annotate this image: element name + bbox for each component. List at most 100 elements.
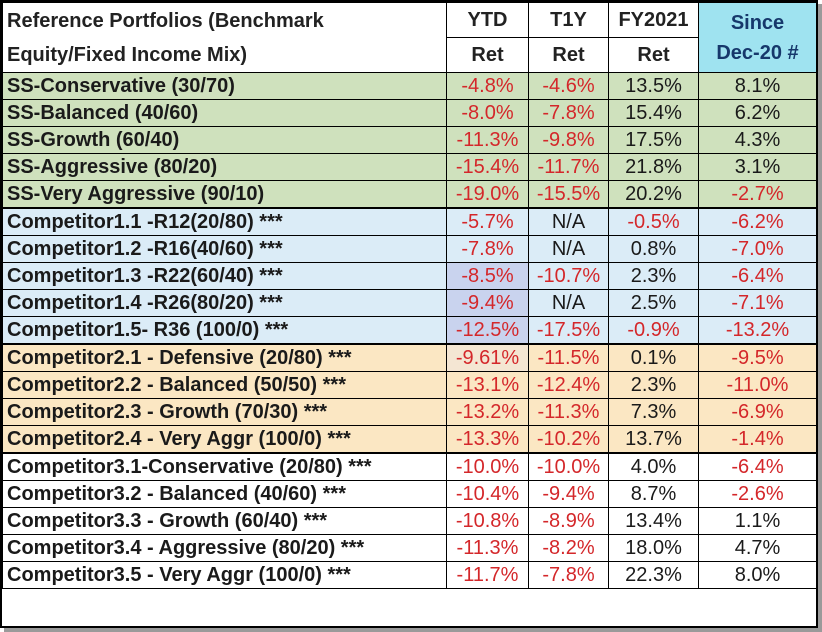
- fy2021-return-cell: 4.0%: [608, 452, 699, 481]
- since-dec20-return-cell: -2.7%: [698, 180, 816, 209]
- portfolio-name-cell: Competitor1.4 -R26(80/20) ***: [2, 289, 447, 317]
- portfolio-name-cell: SS-Aggressive (80/20): [2, 153, 447, 181]
- table-row: Competitor1.1 -R12(20/80) *** -5.7% N/A -0.…: [2, 207, 816, 236]
- t1y-return-cell: -9.8%: [528, 126, 609, 154]
- t1y-return-cell: -7.8%: [528, 99, 609, 127]
- fy2021-return-cell: 2.3%: [608, 262, 699, 290]
- column-subheader-ytd: Ret: [446, 37, 529, 73]
- ytd-return-cell: -11.7%: [446, 561, 529, 589]
- table-row: Competitor1.4 -R26(80/20) *** -9.4% N/A 2.5…: [2, 289, 816, 317]
- since-dec20-return-cell: -6.4%: [698, 452, 816, 481]
- portfolio-name-cell: Competitor3.2 - Balanced (40/60) ***: [2, 480, 447, 508]
- t1y-return-cell: N/A: [528, 289, 609, 317]
- ytd-return-cell: -13.2%: [446, 398, 529, 426]
- fy2021-return-cell: 0.1%: [608, 343, 699, 372]
- portfolio-name-cell: Competitor2.2 - Balanced (50/50) ***: [2, 371, 447, 399]
- ytd-return-cell: -9.61%: [446, 343, 529, 372]
- ytd-return-cell: -5.7%: [446, 207, 529, 236]
- ytd-return-cell: -13.1%: [446, 371, 529, 399]
- fy2021-return-cell: -0.9%: [608, 316, 699, 345]
- ytd-return-cell: -10.8%: [446, 507, 529, 535]
- ytd-return-cell: -13.3%: [446, 425, 529, 454]
- t1y-return-cell: N/A: [528, 235, 609, 263]
- portfolio-name-cell: Competitor3.5 - Very Aggr (100/0) ***: [2, 561, 447, 589]
- since-dec20-return-cell: -6.4%: [698, 262, 816, 290]
- since-dec20-return-cell: -13.2%: [698, 316, 816, 345]
- table-body: SS-Conservative (30/70) -4.8% -4.6% 13.5% 8.…: [2, 72, 816, 589]
- column-header-t1y: T1Y: [528, 2, 609, 38]
- portfolio-name-cell: Competitor2.1 - Defensive (20/80) ***: [2, 343, 447, 372]
- t1y-return-cell: -11.5%: [528, 343, 609, 372]
- table-row: Competitor2.1 - Defensive (20/80) *** -9.…: [2, 343, 816, 372]
- fy2021-return-cell: 20.2%: [608, 180, 699, 209]
- since-dec20-return-cell: 8.0%: [698, 561, 816, 589]
- fy2021-return-cell: 2.3%: [608, 371, 699, 399]
- portfolio-name-cell: SS-Very Aggressive (90/10): [2, 180, 447, 209]
- table-header: Reference Portfolios (Benchmark Equity/F…: [2, 2, 816, 73]
- since-dec20-return-cell: -6.9%: [698, 398, 816, 426]
- fy2021-return-cell: 13.4%: [608, 507, 699, 535]
- ytd-return-cell: -9.4%: [446, 289, 529, 317]
- table-title: Reference Portfolios (Benchmark Equity/F…: [2, 2, 447, 73]
- ytd-return-cell: -11.3%: [446, 126, 529, 154]
- column-subheader-fy2021: Ret: [608, 37, 699, 73]
- t1y-return-cell: -10.2%: [528, 425, 609, 454]
- since-header-line1: Since: [730, 11, 785, 34]
- column-header-fy2021: FY2021: [608, 2, 699, 38]
- since-dec20-return-cell: -7.0%: [698, 235, 816, 263]
- fy2021-return-cell: 17.5%: [608, 126, 699, 154]
- t1y-return-cell: -15.5%: [528, 180, 609, 209]
- table-row: Competitor1.2 -R16(40/60) *** -7.8% N/A 0.8…: [2, 235, 816, 263]
- table-row: SS-Aggressive (80/20) -15.4% -11.7% 21.8% 3.…: [2, 153, 816, 181]
- t1y-return-cell: N/A: [528, 207, 609, 236]
- ytd-return-cell: -4.8%: [446, 72, 529, 100]
- fy2021-return-cell: 8.7%: [608, 480, 699, 508]
- ytd-return-cell: -15.4%: [446, 153, 529, 181]
- portfolio-name-cell: Competitor3.4 - Aggressive (80/20) ***: [2, 534, 447, 562]
- table-row: Competitor2.3 - Growth (70/30) *** -13.2%…: [2, 398, 816, 426]
- ytd-return-cell: -11.3%: [446, 534, 529, 562]
- ytd-return-cell: -10.0%: [446, 452, 529, 481]
- table-row: SS-Balanced (40/60) -8.0% -7.8% 15.4% 6.2%: [2, 99, 816, 127]
- portfolio-name-cell: SS-Conservative (30/70): [2, 72, 447, 100]
- since-dec20-return-cell: -7.1%: [698, 289, 816, 317]
- since-dec20-return-cell: 8.1%: [698, 72, 816, 100]
- table-row: Competitor1.5- R36 (100/0) *** -12.5% -17.…: [2, 316, 816, 345]
- table-title-line2: Equity/Fixed Income Mix): [7, 43, 248, 66]
- t1y-return-cell: -4.6%: [528, 72, 609, 100]
- t1y-return-cell: -11.7%: [528, 153, 609, 181]
- ytd-return-cell: -8.5%: [446, 262, 529, 290]
- t1y-return-cell: -10.7%: [528, 262, 609, 290]
- ytd-return-cell: -10.4%: [446, 480, 529, 508]
- fy2021-return-cell: 13.7%: [608, 425, 699, 454]
- table-row: Competitor1.3 -R22(60/40) *** -8.5% -10.7%…: [2, 262, 816, 290]
- t1y-return-cell: -7.8%: [528, 561, 609, 589]
- t1y-return-cell: -8.9%: [528, 507, 609, 535]
- t1y-return-cell: -10.0%: [528, 452, 609, 481]
- fy2021-return-cell: 18.0%: [608, 534, 699, 562]
- t1y-return-cell: -12.4%: [528, 371, 609, 399]
- t1y-return-cell: -11.3%: [528, 398, 609, 426]
- since-dec20-return-cell: -6.2%: [698, 207, 816, 236]
- fy2021-return-cell: 13.5%: [608, 72, 699, 100]
- since-dec20-return-cell: -1.4%: [698, 425, 816, 454]
- portfolio-name-cell: Competitor3.3 - Growth (60/40) ***: [2, 507, 447, 535]
- fy2021-return-cell: 21.8%: [608, 153, 699, 181]
- table-row: SS-Growth (60/40) -11.3% -9.8% 17.5% 4.3%: [2, 126, 816, 154]
- since-dec20-return-cell: -2.6%: [698, 480, 816, 508]
- table-row: Competitor3.3 - Growth (60/40) *** -10.8%…: [2, 507, 816, 535]
- fy2021-return-cell: 7.3%: [608, 398, 699, 426]
- portfolio-name-cell: Competitor2.3 - Growth (70/30) ***: [2, 398, 447, 426]
- table-row: Competitor2.4 - Very Aggr (100/0) *** -13…: [2, 425, 816, 454]
- ytd-return-cell: -8.0%: [446, 99, 529, 127]
- fy2021-return-cell: 0.8%: [608, 235, 699, 263]
- portfolio-name-cell: Competitor3.1-Conservative (20/80) ***: [2, 452, 447, 481]
- t1y-return-cell: -17.5%: [528, 316, 609, 345]
- fy2021-return-cell: -0.5%: [608, 207, 699, 236]
- column-header-ytd: YTD: [446, 2, 529, 38]
- fy2021-return-cell: 15.4%: [608, 99, 699, 127]
- column-subheader-t1y: Ret: [528, 37, 609, 73]
- portfolio-name-cell: Competitor1.5- R36 (100/0) ***: [2, 316, 447, 345]
- since-dec20-return-cell: 4.7%: [698, 534, 816, 562]
